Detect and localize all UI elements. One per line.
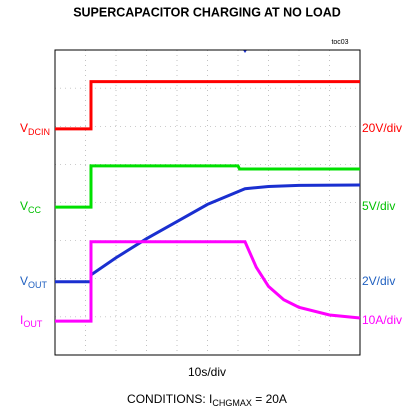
trace [55, 183, 361, 284]
trigger-marker [243, 50, 247, 53]
trace-label: VCC [20, 199, 42, 215]
trace-label-sub: CC [28, 205, 41, 215]
trace-label-sub: OUT [28, 280, 48, 290]
trace [55, 240, 361, 323]
trace [55, 80, 360, 131]
conditions-text: = 20A [252, 392, 287, 406]
trace [55, 164, 360, 209]
trace-label: VDCIN [20, 121, 50, 137]
trace-scale: 10A/div [362, 313, 402, 327]
trace-label-main: V [20, 274, 28, 288]
trace-label-main: I [20, 313, 23, 327]
trace-label-main: V [20, 121, 28, 135]
conditions: CONDITIONS: ICHGMAX = 20A [127, 392, 287, 408]
trace-label: IOUT [20, 313, 43, 329]
trace-label-main: V [20, 199, 28, 213]
conditions-text: CONDITIONS: I [127, 392, 212, 406]
trace-scale: 20V/div [362, 121, 402, 135]
trace-label: VOUT [20, 274, 48, 290]
trace-label-sub: OUT [23, 319, 43, 329]
chart-title: SUPERCAPACITOR CHARGING AT NO LOAD [73, 5, 341, 19]
figure-id: toc03 [331, 39, 348, 46]
trace-scale: 2V/div [362, 274, 395, 288]
plot-frame [54, 49, 361, 356]
trace-scale: 5V/div [362, 199, 395, 213]
trace-label-sub: DCIN [28, 127, 50, 137]
x-scale: 10s/div [188, 365, 226, 379]
conditions-sub: CHGMAX [212, 398, 252, 408]
